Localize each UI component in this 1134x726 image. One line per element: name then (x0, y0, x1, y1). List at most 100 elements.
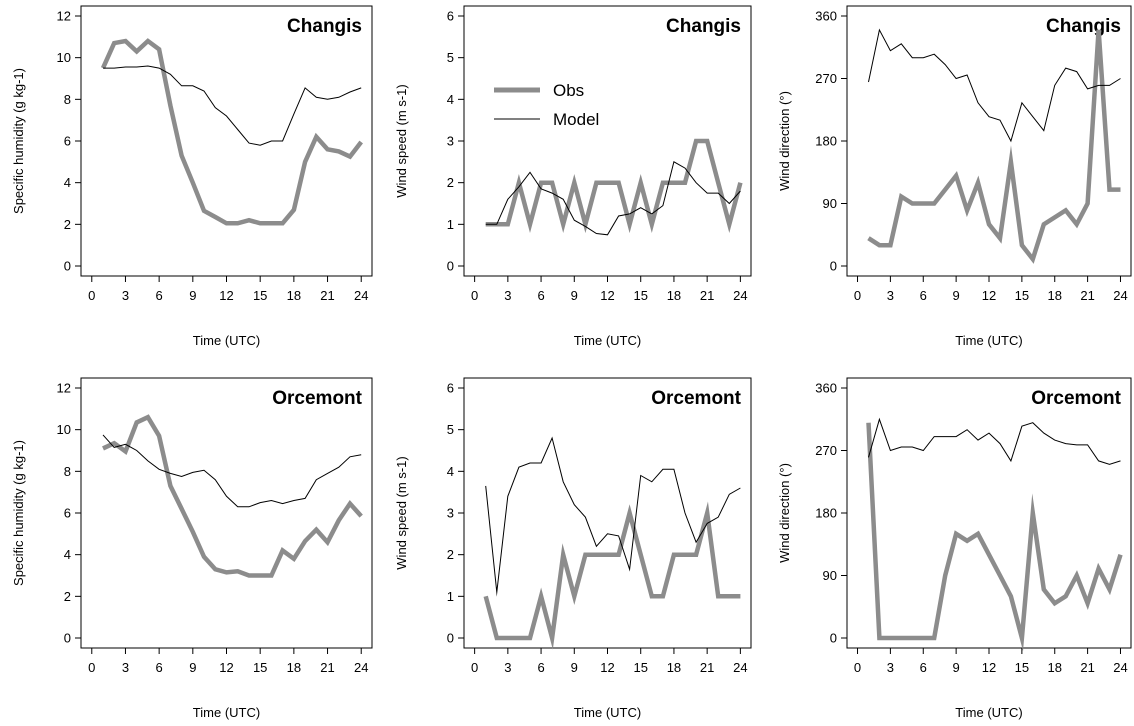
series-line-obs (867, 29, 1121, 264)
series-line-obs (483, 501, 741, 650)
series-line-model (868, 28, 1121, 143)
y-tick-label: 4 (64, 547, 71, 562)
x-axis-title: Time (UTC) (955, 705, 1022, 720)
x-tick-label: 6 (537, 660, 544, 675)
x-tick-label: 3 (504, 660, 511, 675)
x-tick-label: 12 (982, 660, 996, 675)
legend-obs-label: Obs (553, 81, 584, 100)
x-tick-label: 24 (1113, 660, 1127, 675)
x-tick-label: 6 (537, 288, 544, 303)
x-tick-label: 3 (887, 660, 894, 675)
y-tick-label: 12 (57, 381, 71, 396)
y-tick-label: 0 (447, 259, 454, 274)
x-tick-label: 18 (287, 288, 301, 303)
y-tick-label: 8 (64, 92, 71, 107)
x-tick-label: 0 (471, 660, 478, 675)
plot-frame (80, 5, 373, 277)
y-tick-label: 0 (830, 631, 837, 646)
series-line-model (485, 436, 741, 597)
y-tick-label: 5 (447, 50, 454, 65)
legend: Obs Model (494, 81, 599, 129)
x-tick-label: 3 (504, 288, 511, 303)
x-tick-label: 12 (219, 660, 233, 675)
x-tick-label: 3 (122, 660, 129, 675)
x-tick-label: 21 (700, 288, 714, 303)
y-tick-label: 12 (57, 9, 71, 24)
y-tick-label: 90 (823, 568, 837, 583)
x-axis-title: Time (UTC) (955, 333, 1022, 348)
x-tick-label: 24 (733, 288, 747, 303)
x-tick-label: 24 (733, 660, 747, 675)
plot-frame (846, 5, 1132, 277)
x-tick-label: 24 (354, 660, 368, 675)
x-tick-label: 24 (354, 288, 368, 303)
y-axis-title: Wind direction (°) (777, 91, 792, 191)
x-tick-label: 6 (920, 288, 927, 303)
panel-orcemont-wind-direction: 0 90 180 270 360 0 3 6 9 12 15 18 21 24 Time (UTC) Wind… (777, 377, 1132, 720)
y-tick-label: 0 (830, 259, 837, 274)
x-tick-label: 12 (600, 288, 614, 303)
y-tick-label: 6 (447, 9, 454, 24)
panel-title: Orcemont (651, 388, 741, 409)
series-line-model (103, 65, 362, 146)
x-tick-label: 15 (253, 660, 267, 675)
x-tick-label: 9 (571, 660, 578, 675)
x-tick-label: 0 (854, 288, 861, 303)
y-axis-title: Wind speed (m s-1) (394, 84, 409, 197)
panel-changis-wind-direction: 0 90 180 270 360 0 3 6 9 12 15 18 21 24 Time (UTC) Wind… (777, 5, 1132, 348)
series-line-obs (102, 414, 363, 578)
y-tick-label: 270 (815, 443, 837, 458)
y-tick-label: 10 (57, 422, 71, 437)
x-tick-label: 3 (887, 288, 894, 303)
series-line-obs (485, 138, 743, 234)
x-tick-label: 15 (633, 660, 647, 675)
series-line-model (102, 434, 362, 508)
x-tick-label: 18 (1048, 660, 1062, 675)
panel-title: Changis (666, 16, 741, 37)
panel-title: Changis (287, 16, 362, 37)
x-axis-title: Time (UTC) (193, 333, 260, 348)
x-tick-label: 6 (156, 660, 163, 675)
y-axis-title: Specific humidity (g kg-1) (11, 68, 26, 214)
y-tick-label: 6 (64, 506, 71, 521)
x-tick-label: 9 (189, 660, 196, 675)
x-tick-label: 18 (667, 288, 681, 303)
y-tick-label: 0 (64, 631, 71, 646)
y-tick-label: 1 (447, 589, 454, 604)
y-tick-label: 180 (815, 506, 837, 521)
panel-title: Orcemont (272, 388, 362, 409)
panel-title: Changis (1046, 16, 1121, 37)
y-tick-label: 180 (815, 134, 837, 149)
x-tick-label: 21 (320, 660, 334, 675)
x-tick-label: 21 (1080, 660, 1094, 675)
y-tick-label: 6 (447, 381, 454, 396)
y-tick-label: 5 (447, 422, 454, 437)
y-tick-label: 1 (447, 217, 454, 232)
x-tick-label: 15 (253, 288, 267, 303)
y-tick-label: 2 (64, 589, 71, 604)
y-tick-label: 4 (64, 175, 71, 190)
series-line-obs (866, 422, 1123, 652)
y-tick-label: 2 (64, 217, 71, 232)
x-tick-label: 12 (219, 288, 233, 303)
x-tick-label: 9 (189, 288, 196, 303)
y-tick-label: 2 (447, 175, 454, 190)
x-tick-label: 15 (1015, 660, 1029, 675)
y-tick-label: 10 (57, 50, 71, 65)
y-tick-label: 4 (447, 464, 454, 479)
x-tick-label: 9 (953, 660, 960, 675)
x-tick-label: 9 (571, 288, 578, 303)
x-tick-label: 15 (1015, 288, 1029, 303)
y-axis-title: Wind direction (°) (777, 463, 792, 563)
x-tick-label: 12 (600, 660, 614, 675)
y-tick-label: 360 (815, 381, 837, 396)
y-tick-label: 3 (447, 134, 454, 149)
y-axis-title: Wind speed (m s-1) (394, 456, 409, 569)
y-tick-label: 270 (815, 71, 837, 86)
x-axis-title: Time (UTC) (193, 705, 260, 720)
x-tick-label: 21 (320, 288, 334, 303)
